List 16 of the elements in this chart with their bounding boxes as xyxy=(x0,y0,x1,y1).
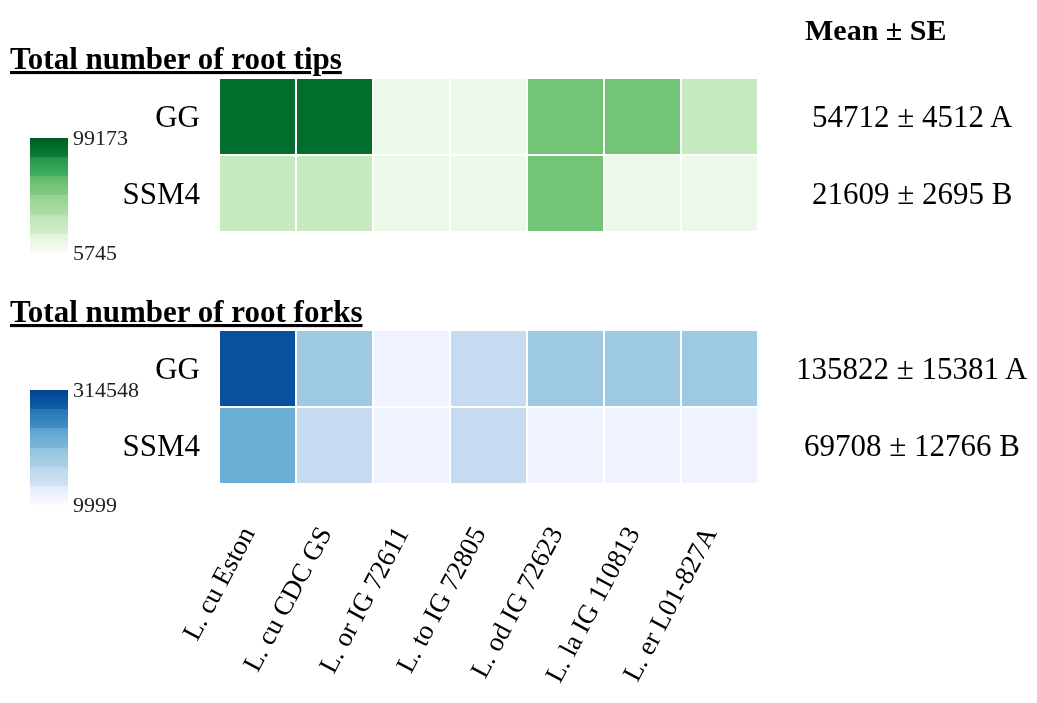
y-tick-label: GG xyxy=(155,99,200,135)
y2-tick-label: 54712 ± 4512 A xyxy=(812,99,1014,134)
y-tick-label: SSM4 xyxy=(122,176,201,212)
color-bar-label: 9999 xyxy=(72,492,117,518)
y2-tick-label: 21609 ± 2695 B xyxy=(812,176,1013,211)
y-tick-label: GG xyxy=(155,351,200,387)
y2-tick-label: 135822 ± 15381 A xyxy=(796,351,1029,386)
y2-tick-label: 69708 ± 12766 B xyxy=(804,428,1020,463)
y-tick-label: SSM4 xyxy=(122,428,201,464)
chart-title: Total number of root tips xyxy=(10,41,342,76)
color-bar-label: 314548 xyxy=(72,377,139,403)
color-bar-label: 5745 xyxy=(72,240,117,266)
color-bar-label: 99173 xyxy=(72,125,128,151)
x-tick-label: L. cu Eston xyxy=(176,521,261,645)
text: Mean ± SE xyxy=(805,13,947,46)
chart-title: Total number of root forks xyxy=(10,294,363,329)
